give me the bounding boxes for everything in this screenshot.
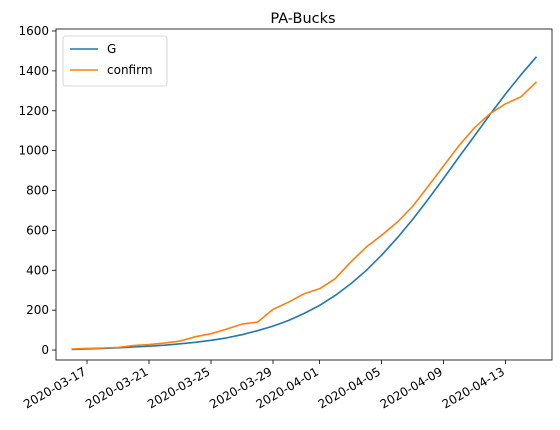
series-layer: [71, 56, 538, 351]
y-tick-label: 1400: [18, 64, 49, 78]
legend-label: G: [107, 42, 116, 56]
y-tick-label: 1200: [18, 104, 49, 118]
y-tick-label: 400: [26, 263, 49, 277]
y-axis: 0 200 400 600 800 1000 1200 1400 1600: [18, 24, 56, 357]
plot-area: [55, 28, 553, 361]
y-tick-label: 1600: [18, 24, 49, 38]
y-tick-label: 1000: [18, 144, 49, 158]
y-tick-label: 200: [26, 303, 49, 317]
y-tick-label: 800: [26, 184, 49, 198]
y-tick-label: 0: [41, 343, 49, 357]
series-line-g: [71, 56, 538, 351]
chart-title: PA-Bucks: [270, 11, 335, 27]
legend-label: confirm: [107, 63, 153, 77]
plot-frame: [55, 28, 553, 361]
series-line-confirm: [71, 81, 538, 350]
y-tick-label: 600: [26, 223, 49, 237]
